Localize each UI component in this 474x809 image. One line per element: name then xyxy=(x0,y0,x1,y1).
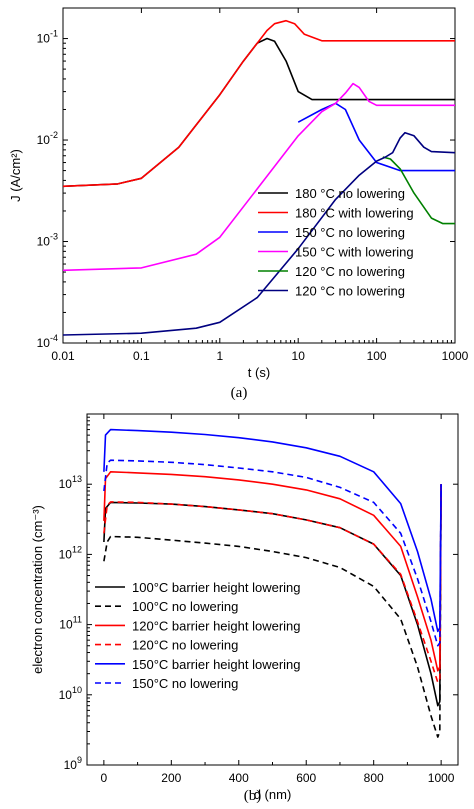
y-tick-label: 10-1 xyxy=(37,29,58,46)
panel-label: (a) xyxy=(231,385,248,401)
series-line-3 xyxy=(103,484,442,684)
legend-label-0: 100°C barrier height lowering xyxy=(132,580,301,595)
x-tick-label: 200 xyxy=(161,771,181,785)
x-tick-label: 10 xyxy=(292,349,306,363)
legend-label-4: 120 °C no lowering xyxy=(295,264,405,279)
y-tick-label: 10-4 xyxy=(37,333,58,350)
y-tick-label: 1011 xyxy=(59,615,82,632)
y-tick-label: 109 xyxy=(64,755,82,772)
x-tick-label: 100 xyxy=(367,349,387,363)
series-line-5 xyxy=(103,459,442,647)
legend-label-5: 120 °C no lowering xyxy=(295,284,405,299)
x-tick-label: 0.01 xyxy=(51,349,75,363)
plot-frame xyxy=(62,7,456,344)
x-tick-label: 0.1 xyxy=(133,349,150,363)
legend-label-1: 180 °C with lowering xyxy=(295,206,414,221)
legend-label-4: 150°C barrier height lowering xyxy=(132,657,301,672)
series-line-2 xyxy=(297,102,455,172)
x-axis-label: t (s) xyxy=(248,365,270,380)
y-axis-label: J (A/cm²) xyxy=(8,149,23,202)
y-tick-label: 1012 xyxy=(59,544,82,561)
x-tick-label: 600 xyxy=(296,771,316,785)
legend-label-1: 100°C no lowering xyxy=(132,599,238,614)
legend-label-5: 150°C no lowering xyxy=(132,676,238,691)
series-line-4 xyxy=(382,156,455,225)
legend-label-0: 180 °C no lowering xyxy=(295,186,405,201)
y-axis-label: electron concentration (cm⁻³) xyxy=(30,505,45,674)
chart-panel-a: 0.01 0.1 1 10 100 1000 10-4 10-3 10-2 10-1 t (s) J … xyxy=(8,7,469,401)
y-tick-label: 1013 xyxy=(59,474,82,491)
y-tick-label: 1010 xyxy=(59,685,82,702)
x-tick-label: 1000 xyxy=(442,349,469,363)
legend-label-3: 150 °C with lowering xyxy=(295,245,414,260)
x-axis-label: d (nm) xyxy=(254,787,292,802)
series-line-4 xyxy=(103,428,442,633)
y-tick-label: 10-3 xyxy=(37,232,58,249)
series-line-3 xyxy=(63,82,455,272)
legend-label-2: 150 °C no lowering xyxy=(295,225,405,240)
x-tick-label: 800 xyxy=(364,771,384,785)
x-tick-label: 1 xyxy=(216,349,223,363)
panel-label: (b) xyxy=(244,788,262,804)
chart-panel-b: 0 200 400 600 800 1000 109 1010 1011 1012 1013 d (n… xyxy=(30,413,459,804)
series-line-2 xyxy=(103,471,442,672)
legend-label-2: 120°C barrier height lowering xyxy=(132,618,301,633)
x-tick-label: 0 xyxy=(101,771,108,785)
x-tick-label: 400 xyxy=(229,771,249,785)
y-tick-label: 10-2 xyxy=(37,130,58,147)
series-line-5 xyxy=(63,131,455,336)
legend-label-3: 120°C no lowering xyxy=(132,638,238,653)
series-line-1 xyxy=(103,484,442,738)
x-tick-label: 1000 xyxy=(428,771,455,785)
series-line-1 xyxy=(63,19,455,188)
